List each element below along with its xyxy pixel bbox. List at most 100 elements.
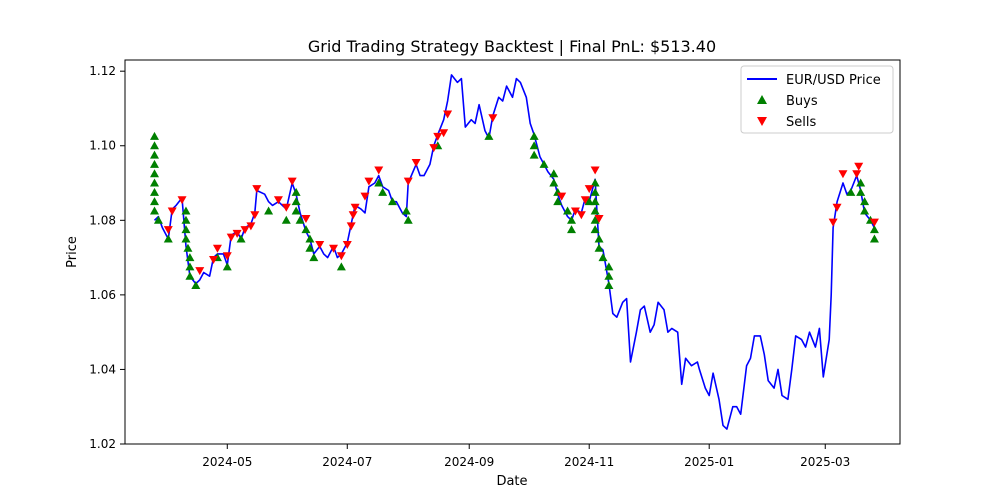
legend-sell-swatch [757,117,767,126]
buy-marker [539,159,549,168]
buy-marker [860,206,870,215]
x-axis: 2024-05 2024-07 2024-09 2024-11 2025-01 2025-… [202,444,850,469]
sell-marker [209,255,219,264]
buy-marker [388,197,398,206]
sell-marker [364,177,374,186]
buy-marker [567,225,577,234]
buy-marker [484,131,494,140]
buy-marker [378,187,388,196]
buy-marker [150,197,160,206]
sell-marker [222,252,232,261]
y-axis-label: Price [65,236,80,268]
sell-marker [433,132,443,141]
buy-marker [590,178,600,187]
buy-marker [150,206,160,215]
chart-title: Grid Trading Strategy Backtest | Final P… [308,37,716,56]
buy-marker [403,215,413,224]
buy-marker [181,234,191,243]
buy-marker [264,206,274,215]
sell-marker [429,144,439,153]
sell-marker [212,244,222,253]
buy-marker [856,178,866,187]
sell-marker [329,244,339,253]
sell-marker [346,222,356,231]
buy-marker [305,243,315,252]
legend-label: Buys [786,94,818,109]
sell-marker [374,166,384,175]
sell-marker [828,218,838,227]
sell-marker [360,192,370,201]
legend-box [740,65,894,134]
price-series [153,74,876,430]
buy-marker [856,187,866,196]
sell-marker [832,203,842,212]
sell-marker [163,226,173,235]
sell-marker [838,170,848,179]
x-tick-label: 2025-03 [800,455,850,469]
y-tick-label: 1.02 [89,437,116,451]
buy-marker [295,215,305,224]
buy-marker [150,169,160,178]
buy-marker [604,271,614,280]
sell-marker [403,177,413,186]
sell-marker [411,159,421,168]
buy-marker [563,206,573,215]
sell-marker [852,170,862,179]
sell-marker [252,185,262,194]
buy-marker [401,206,411,215]
legend-buy-swatch [757,95,767,104]
sell-markers [163,110,879,276]
sell-marker [488,114,498,123]
sell-marker [167,207,177,216]
buy-marker [590,225,600,234]
buy-marker [860,197,870,206]
sell-marker [594,214,604,223]
buy-marker [590,197,600,206]
buy-marker [549,178,559,187]
buy-marker [291,197,301,206]
buy-marker [374,178,384,187]
buy-marker [150,150,160,159]
buy-marker [153,215,163,224]
buy-marker [553,197,563,206]
sell-marker [439,129,449,138]
buy-marker [590,187,600,196]
buy-marker [181,225,191,234]
price-line [153,74,876,430]
buy-marker [529,141,539,150]
buy-marker [150,178,160,187]
buy-marker [529,131,539,140]
buy-marker [604,281,614,290]
buy-marker [594,234,604,243]
x-tick-label: 2024-11 [564,455,614,469]
x-tick-label: 2024-09 [444,455,494,469]
legend-label: Sells [786,115,816,130]
buy-marker [183,243,193,252]
y-tick-label: 1.08 [89,213,116,227]
sell-marker [590,166,600,175]
buy-marker [163,234,173,243]
buy-marker [150,159,160,168]
buy-marker [185,253,195,262]
buy-marker [301,225,311,234]
buy-marker [604,262,614,271]
sell-marker [232,229,242,238]
x-tick-label: 2024-05 [202,455,252,469]
y-tick-label: 1.06 [89,288,116,302]
legend-entries: EUR/USD Price Buys Sells [747,73,881,130]
sell-marker [246,222,256,231]
sell-marker [348,211,358,220]
buy-marker [291,206,301,215]
buy-marker [309,253,319,262]
sell-marker [177,196,187,205]
buy-marker [281,215,291,224]
buy-marker [191,281,201,290]
sell-marker [580,196,590,205]
sell-marker [195,267,205,276]
buy-marker [869,225,879,234]
y-tick-label: 1.10 [89,139,116,153]
sell-marker [240,226,250,235]
y-tick-label: 1.12 [89,64,116,78]
buy-marker [549,169,559,178]
